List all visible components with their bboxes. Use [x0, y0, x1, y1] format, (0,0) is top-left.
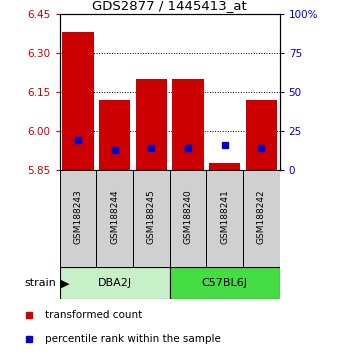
Bar — [99, 100, 130, 170]
Text: transformed count: transformed count — [45, 309, 142, 320]
Text: GSM188243: GSM188243 — [74, 189, 83, 244]
Bar — [169, 170, 206, 267]
Bar — [133, 170, 170, 267]
Text: C57BL6J: C57BL6J — [202, 278, 248, 288]
Text: GSM188245: GSM188245 — [147, 189, 156, 244]
Bar — [136, 79, 167, 170]
Bar — [96, 170, 133, 267]
Bar — [60, 170, 96, 267]
Text: GSM188240: GSM188240 — [183, 189, 192, 244]
Bar — [246, 100, 277, 170]
Bar — [62, 32, 93, 170]
Text: GSM188244: GSM188244 — [110, 189, 119, 244]
Bar — [206, 170, 243, 267]
Bar — [169, 267, 280, 299]
Bar — [60, 267, 169, 299]
Text: strain: strain — [25, 278, 56, 288]
Text: DBA2J: DBA2J — [98, 278, 132, 288]
Text: ▶: ▶ — [61, 278, 70, 288]
Bar — [243, 170, 280, 267]
Bar — [209, 164, 240, 170]
Title: GDS2877 / 1445413_at: GDS2877 / 1445413_at — [92, 0, 247, 12]
Text: GSM188242: GSM188242 — [257, 189, 266, 244]
Bar — [173, 79, 204, 170]
Text: GSM188241: GSM188241 — [220, 189, 229, 244]
Text: percentile rank within the sample: percentile rank within the sample — [45, 334, 221, 344]
